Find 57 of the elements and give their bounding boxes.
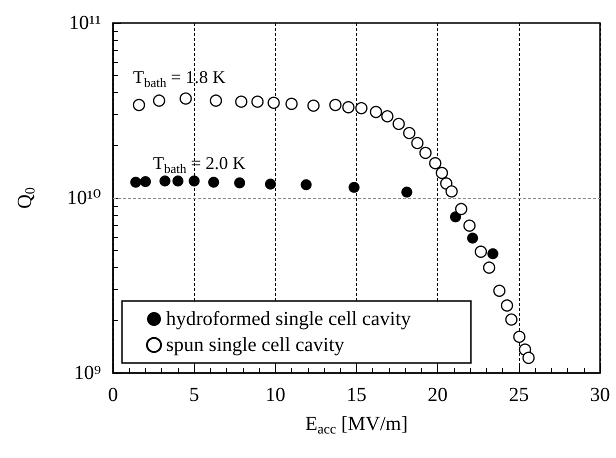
point — [348, 182, 360, 193]
point — [513, 330, 526, 343]
legend-label: spun single cell cavity — [166, 334, 344, 356]
point — [285, 98, 298, 110]
point — [208, 176, 220, 188]
y-tick-label: 10¹¹ — [69, 12, 101, 34]
point — [392, 118, 405, 130]
point — [180, 92, 192, 105]
point — [210, 94, 222, 107]
point — [130, 176, 142, 188]
point — [251, 96, 264, 108]
x-tick-label: 0 — [108, 384, 118, 406]
point — [436, 166, 448, 180]
point — [429, 157, 442, 170]
point — [455, 202, 468, 216]
point — [419, 146, 432, 160]
point — [355, 102, 368, 114]
point — [493, 284, 506, 297]
point — [500, 299, 514, 312]
point — [234, 177, 246, 188]
legend-label: hydroformed single cell cavity — [166, 308, 411, 330]
point — [411, 136, 424, 150]
x-tick-label: 20 — [428, 384, 448, 406]
point — [140, 176, 151, 188]
x-tick-label: 15 — [346, 384, 366, 406]
point — [300, 179, 312, 190]
y-tick-label: 10¹⁰ — [66, 187, 101, 209]
x-tick-label: 30 — [590, 384, 610, 406]
point — [381, 110, 394, 122]
y-axis-title: Q0 — [14, 187, 38, 209]
point — [342, 101, 355, 114]
point — [401, 186, 412, 198]
point — [450, 211, 462, 222]
x-tick-label: 5 — [189, 384, 200, 406]
point — [159, 176, 170, 187]
point — [403, 126, 416, 140]
point — [152, 94, 166, 107]
point — [307, 100, 320, 112]
point — [505, 313, 518, 326]
y-tick-label: 10⁹ — [74, 362, 102, 384]
point — [482, 261, 496, 274]
point — [487, 248, 498, 260]
point — [188, 176, 200, 187]
point — [445, 185, 458, 198]
point — [264, 178, 276, 190]
point — [235, 96, 248, 108]
point — [463, 220, 476, 232]
point — [370, 106, 382, 118]
point — [474, 246, 487, 258]
x-tick-label: 25 — [508, 384, 529, 406]
point — [467, 232, 478, 244]
point — [268, 96, 280, 109]
point — [522, 352, 535, 364]
point — [132, 98, 146, 112]
x-tick-label: 10 — [265, 384, 286, 406]
point — [172, 176, 184, 187]
point — [329, 98, 342, 112]
